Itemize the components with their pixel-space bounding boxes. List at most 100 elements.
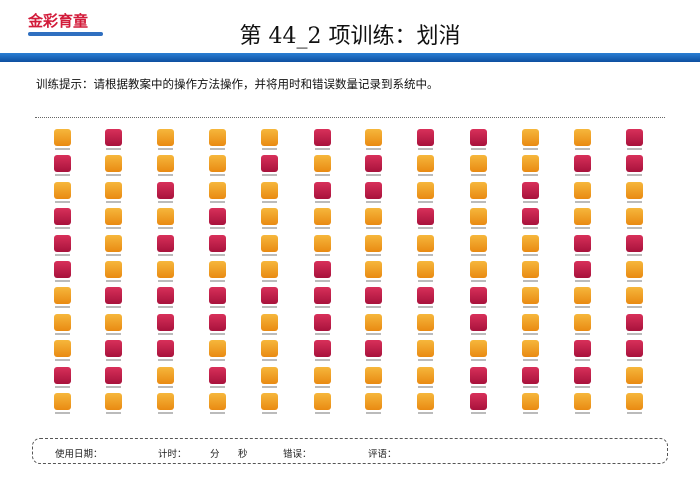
sport-icon bbox=[364, 181, 382, 199]
icon-caption bbox=[209, 385, 225, 388]
sport-icon bbox=[625, 181, 643, 199]
icon-caption bbox=[365, 412, 381, 414]
icon-caption bbox=[417, 253, 433, 256]
icon-caption bbox=[626, 385, 642, 388]
icon-caption bbox=[574, 306, 590, 309]
sport-icon bbox=[260, 393, 278, 410]
icon-caption bbox=[105, 332, 121, 335]
sport-icon bbox=[53, 155, 71, 173]
icon-caption bbox=[314, 332, 330, 335]
icon-caption bbox=[626, 174, 642, 177]
icon-caption bbox=[522, 385, 538, 388]
icon-caption bbox=[54, 174, 70, 177]
icon-caption bbox=[417, 200, 433, 203]
icon-caption bbox=[105, 280, 121, 282]
icon-caption bbox=[522, 253, 538, 256]
sport-icon bbox=[260, 366, 278, 384]
sport-icon bbox=[313, 340, 331, 358]
sport-icon bbox=[469, 155, 487, 173]
sport-icon bbox=[469, 366, 487, 384]
icon-caption bbox=[522, 200, 538, 203]
icon-caption bbox=[365, 280, 381, 282]
icon-caption bbox=[261, 280, 277, 282]
sport-icon bbox=[573, 155, 591, 173]
sport-icon bbox=[416, 208, 434, 226]
logo-bar bbox=[28, 32, 103, 36]
sport-icon bbox=[260, 155, 278, 173]
sport-icon bbox=[156, 208, 174, 226]
icon-caption bbox=[626, 412, 642, 414]
icon-caption bbox=[54, 200, 70, 203]
icon-caption bbox=[54, 227, 70, 230]
sport-icon bbox=[573, 208, 591, 226]
sport-icon bbox=[156, 129, 174, 146]
sport-icon bbox=[364, 366, 382, 384]
sport-icon bbox=[104, 393, 122, 410]
icon-caption bbox=[417, 359, 433, 362]
icon-caption bbox=[157, 148, 173, 150]
icon-caption bbox=[574, 174, 590, 177]
sport-icon bbox=[260, 234, 278, 252]
icon-caption bbox=[105, 306, 121, 309]
icon-caption bbox=[470, 174, 486, 177]
icon-caption bbox=[626, 200, 642, 203]
icon-caption bbox=[470, 253, 486, 256]
sport-icon bbox=[469, 261, 487, 278]
sport-icon bbox=[469, 208, 487, 226]
sport-icon bbox=[104, 261, 122, 278]
icon-caption bbox=[209, 332, 225, 335]
icon-caption bbox=[626, 280, 642, 282]
icon-caption bbox=[105, 385, 121, 388]
icon-caption bbox=[261, 359, 277, 362]
icon-caption bbox=[105, 200, 121, 203]
icon-caption bbox=[417, 227, 433, 230]
icon-caption bbox=[157, 412, 173, 414]
instruction: 训练提示：请根据教案中的操作方法操作，并将用时和错误数量记录到系统中。 bbox=[36, 77, 439, 91]
sport-icon bbox=[104, 208, 122, 226]
icon-caption bbox=[209, 412, 225, 414]
sport-icon bbox=[104, 129, 122, 146]
sport-icon bbox=[521, 287, 539, 305]
sport-icon bbox=[521, 261, 539, 278]
icon-caption bbox=[417, 174, 433, 177]
footer-errors: 错误： bbox=[283, 449, 312, 460]
icon-caption bbox=[54, 412, 70, 414]
icon-caption bbox=[365, 306, 381, 309]
sport-icon bbox=[156, 340, 174, 358]
icon-caption bbox=[574, 385, 590, 388]
sport-icon bbox=[53, 181, 71, 199]
sport-icon bbox=[416, 313, 434, 331]
sport-icon bbox=[156, 234, 174, 252]
sport-icon bbox=[469, 234, 487, 252]
icon-caption bbox=[470, 412, 486, 414]
sport-icon bbox=[208, 340, 226, 358]
sport-icon bbox=[625, 313, 643, 331]
icon-caption bbox=[261, 174, 277, 177]
sport-icon bbox=[416, 340, 434, 358]
sport-icon bbox=[313, 234, 331, 252]
sport-icon bbox=[208, 313, 226, 331]
sport-icon bbox=[156, 155, 174, 173]
sport-icon bbox=[469, 181, 487, 199]
sport-icon bbox=[260, 287, 278, 305]
icon-caption bbox=[157, 200, 173, 203]
sport-icon bbox=[313, 261, 331, 278]
icon-caption bbox=[105, 227, 121, 230]
icon-caption bbox=[261, 253, 277, 256]
icon-caption bbox=[314, 280, 330, 282]
icon-caption bbox=[54, 280, 70, 282]
icon-caption bbox=[209, 253, 225, 256]
sport-icon bbox=[208, 155, 226, 173]
sport-icon bbox=[364, 313, 382, 331]
sport-icon bbox=[364, 393, 382, 410]
icon-caption bbox=[522, 174, 538, 177]
icon-caption bbox=[365, 253, 381, 256]
icon-caption bbox=[54, 332, 70, 335]
sport-icon bbox=[104, 181, 122, 199]
icon-caption bbox=[314, 412, 330, 414]
sport-icon bbox=[53, 129, 71, 146]
icon-caption bbox=[626, 332, 642, 335]
sport-icon bbox=[313, 393, 331, 410]
icon-caption bbox=[105, 174, 121, 177]
icon-caption bbox=[470, 200, 486, 203]
